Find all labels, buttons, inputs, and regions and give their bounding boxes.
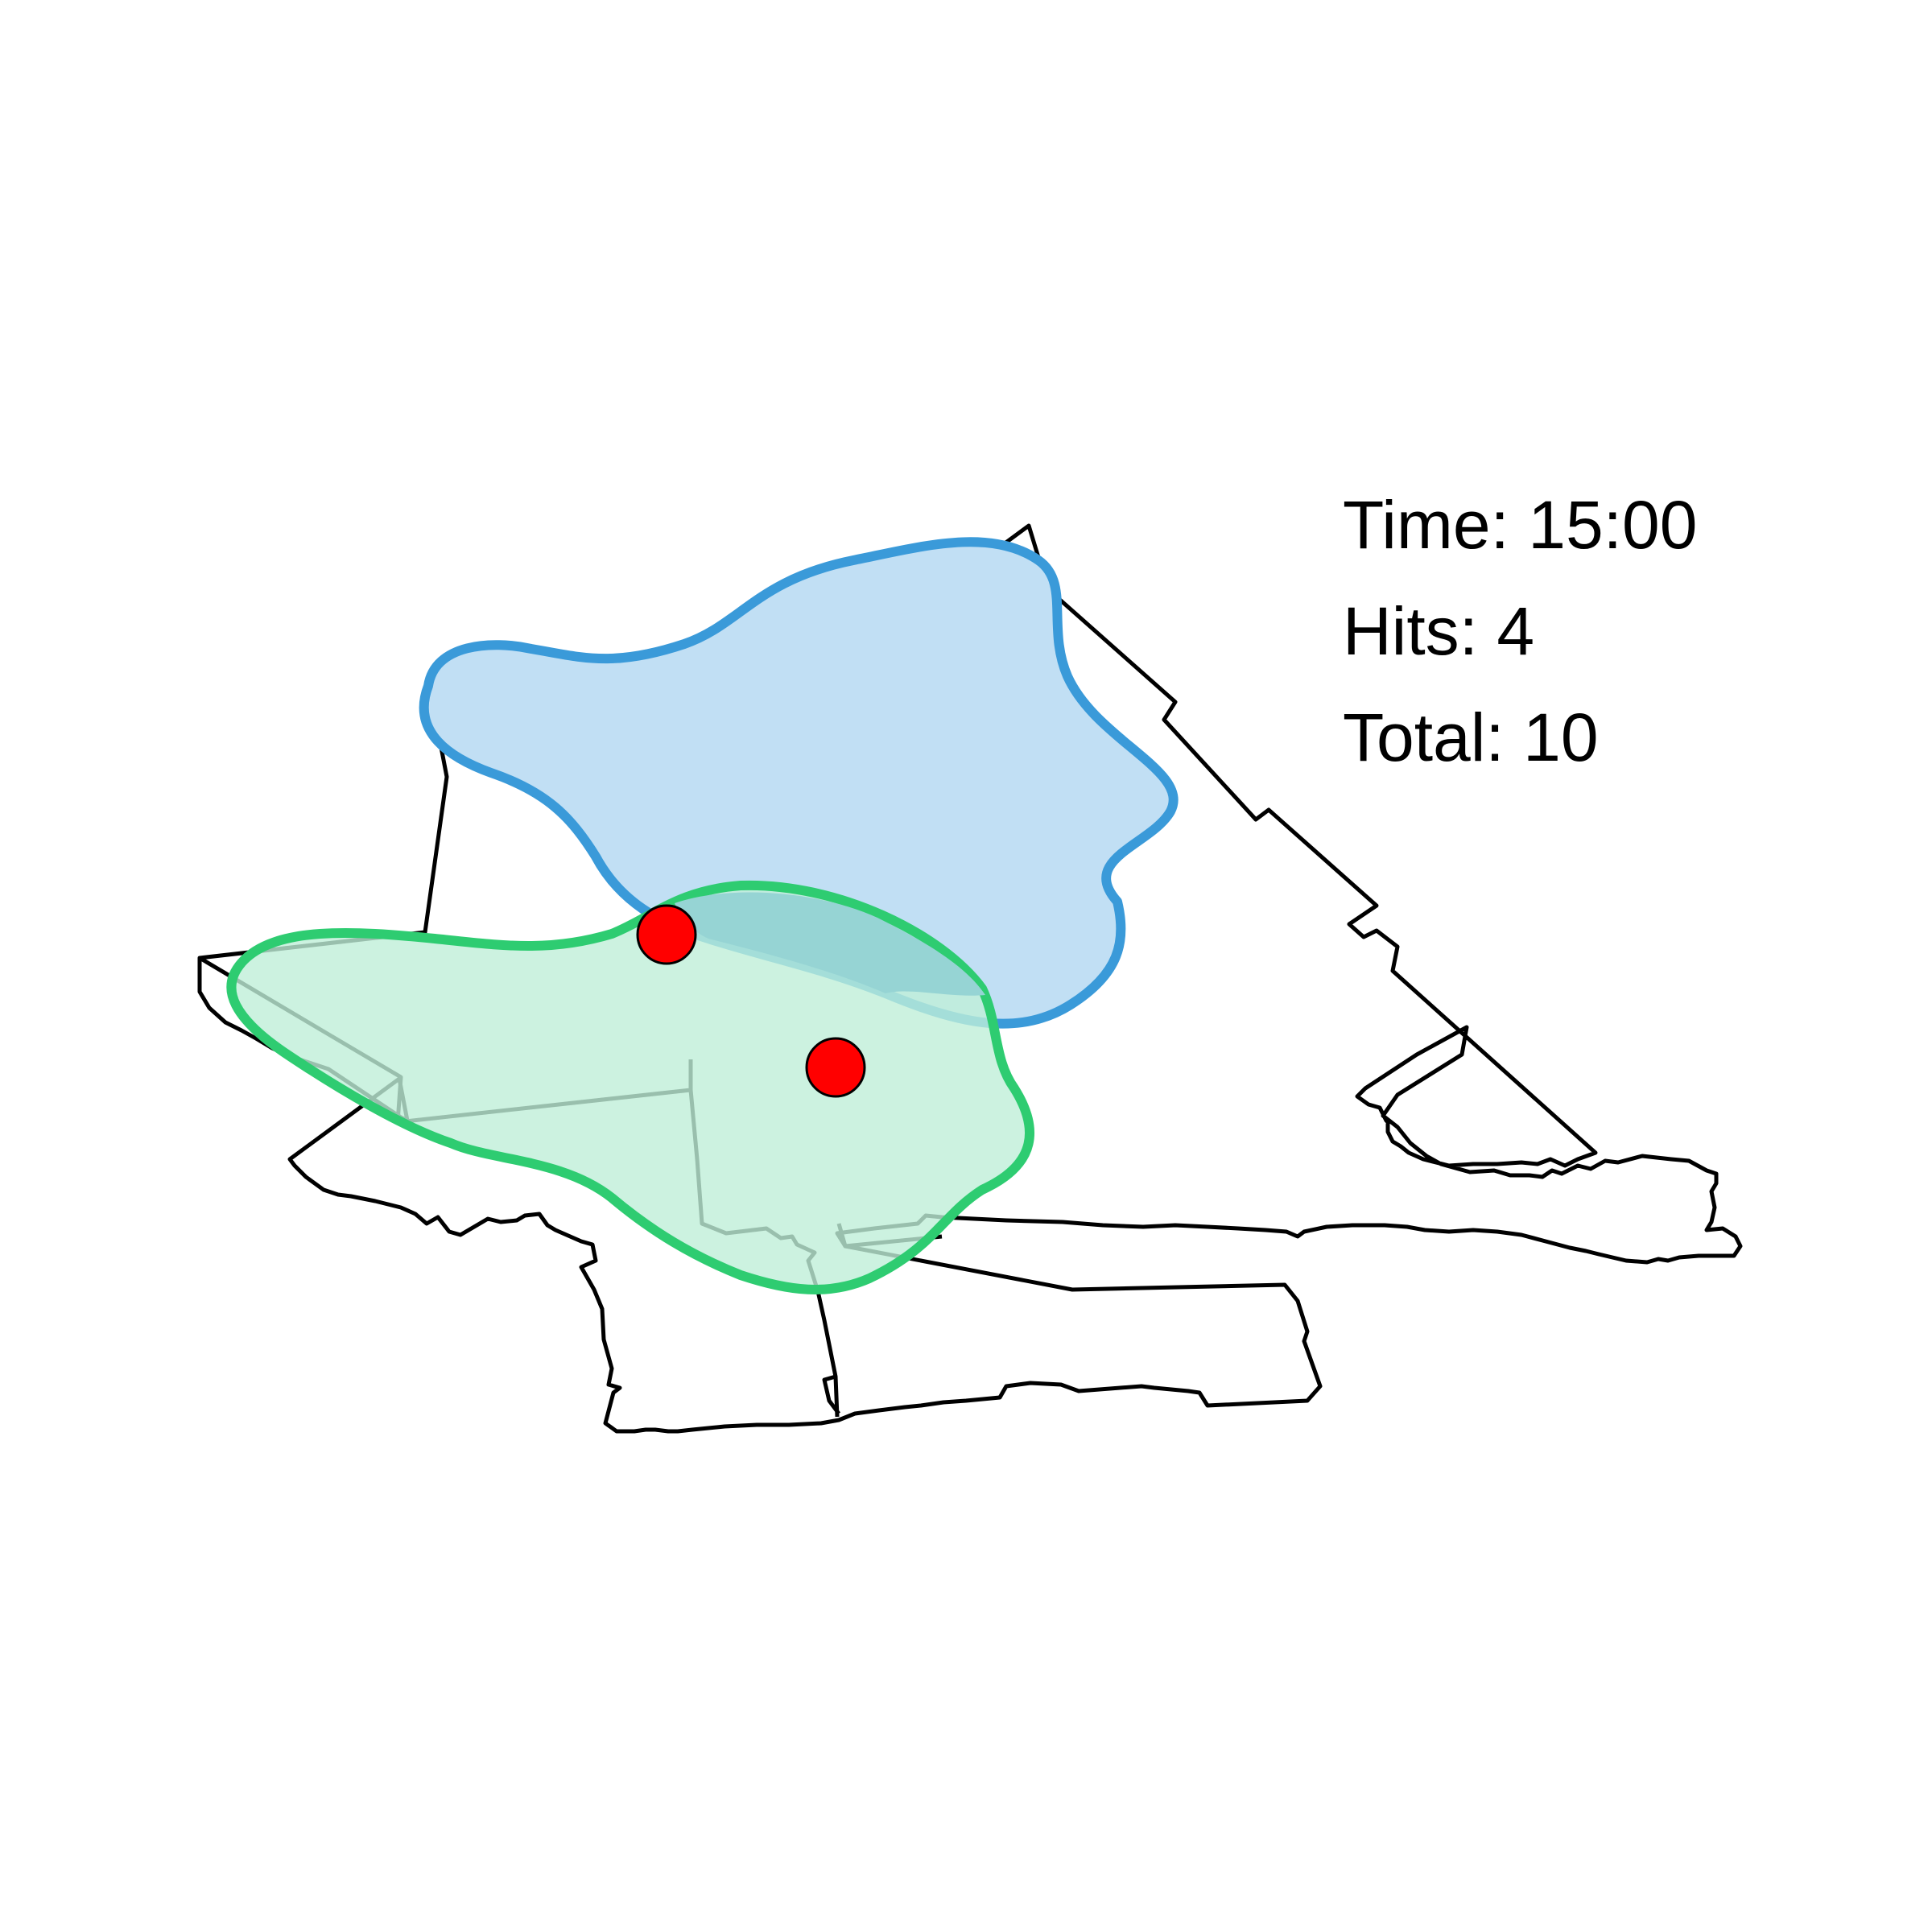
zone-green (226, 880, 1034, 1294)
incident-point (636, 904, 697, 965)
time-label: Time: 15:00 (1343, 487, 1698, 563)
hits-label: Hits: 4 (1343, 593, 1535, 669)
zone-overlap (675, 892, 985, 996)
zone-blue (419, 537, 1179, 1029)
total-label: Total: 10 (1343, 700, 1599, 775)
incident-point (805, 1037, 866, 1098)
district-boundary (197, 523, 1743, 1434)
